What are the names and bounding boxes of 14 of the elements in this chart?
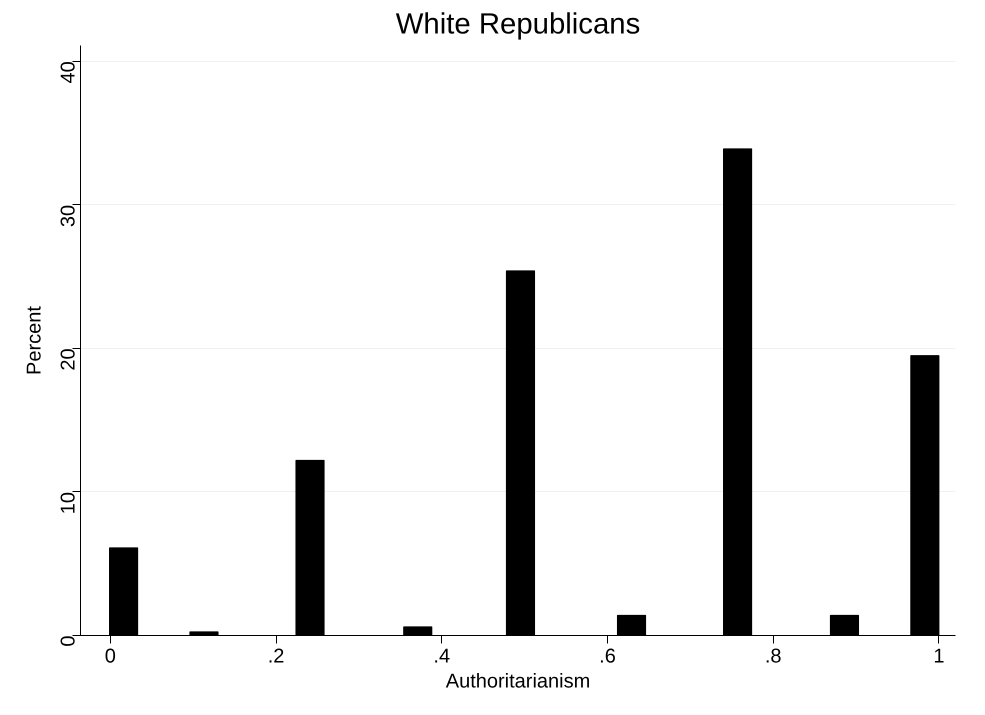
x-tick-label: .6 bbox=[599, 646, 616, 668]
y-tick-label: 20 bbox=[58, 348, 80, 371]
x-axis-title: Authoritarianism bbox=[446, 670, 590, 692]
x-tick-label: 0 bbox=[104, 646, 116, 668]
y-tick-label: 40 bbox=[58, 61, 80, 84]
x-tick-label: .8 bbox=[764, 646, 782, 668]
x-tick-label: .4 bbox=[433, 646, 450, 668]
x-tick-label: 1 bbox=[933, 646, 944, 668]
chart-title: White Republicans bbox=[396, 8, 640, 40]
y-tick-label: 30 bbox=[58, 204, 80, 228]
y-tick-label: 0 bbox=[58, 636, 80, 647]
y-axis-title: Percent bbox=[24, 306, 46, 375]
x-tick-label: .2 bbox=[268, 646, 284, 668]
y-tick-label: 10 bbox=[58, 492, 80, 514]
